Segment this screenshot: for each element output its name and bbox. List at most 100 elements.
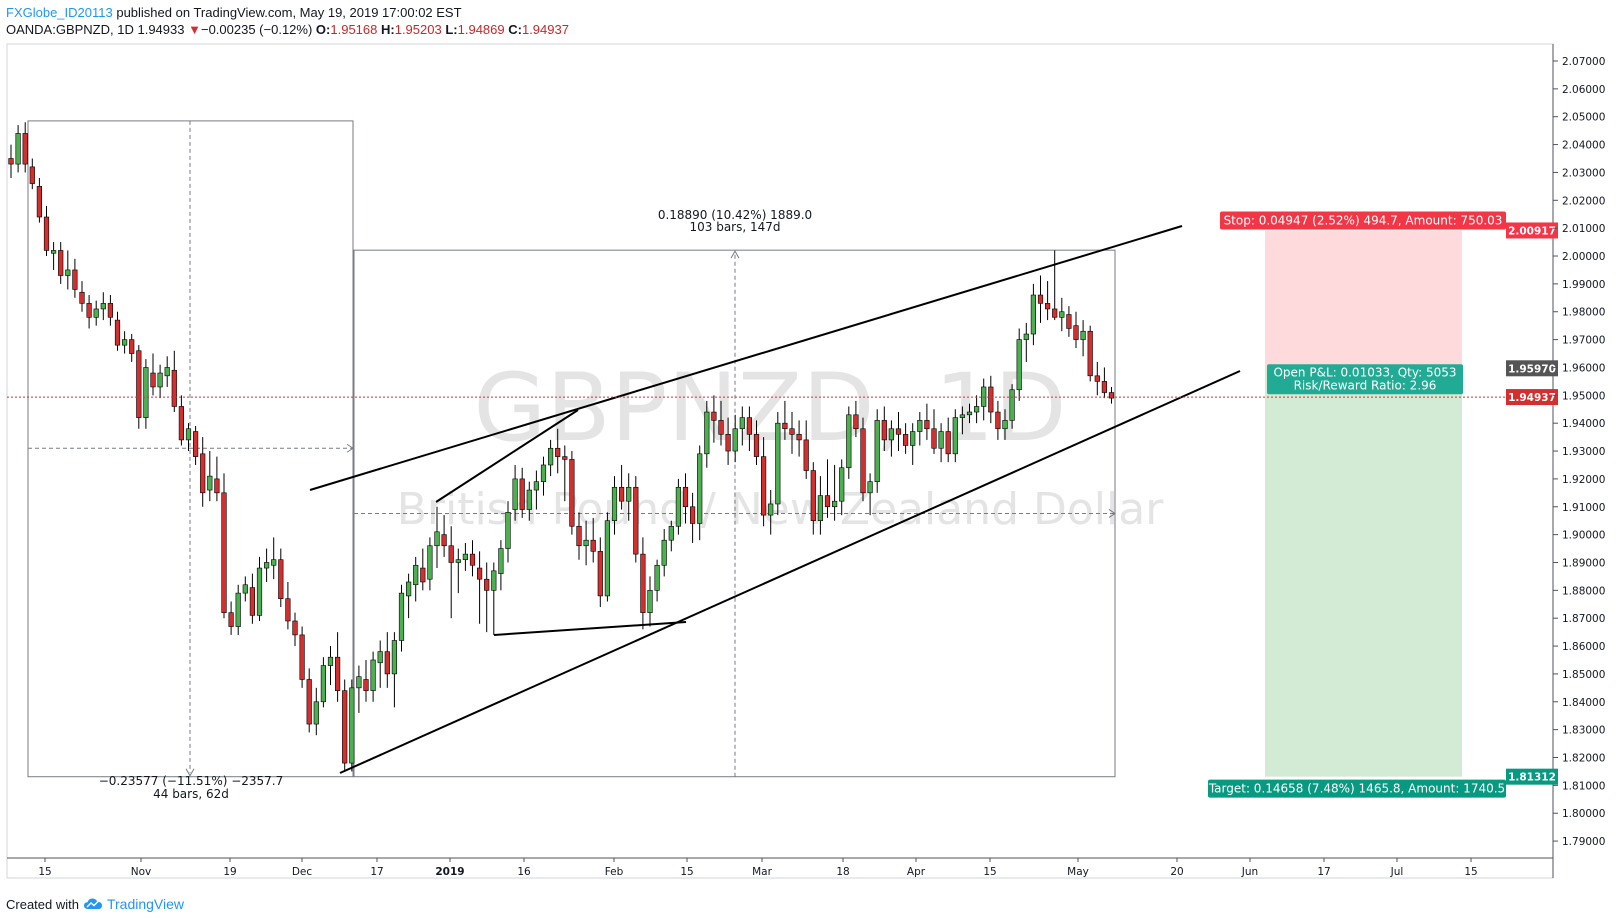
candle-body — [796, 434, 802, 441]
candle-body — [839, 467, 845, 502]
candle-body — [207, 475, 213, 491]
candle-body — [420, 567, 426, 583]
price-tick-label: 1.98000 — [1562, 307, 1605, 319]
author-link[interactable]: FXGlobe_ID20113 — [6, 5, 113, 20]
time-tick-label: Jul — [1390, 866, 1404, 878]
stop-zone[interactable] — [1265, 230, 1462, 369]
pnl-label-box[interactable] — [1267, 364, 1463, 395]
price-badge-label: 1.94937 — [1508, 392, 1556, 404]
position-zones — [1265, 230, 1462, 777]
candle-body — [448, 545, 454, 563]
candle-body — [753, 434, 760, 457]
candle-body — [256, 567, 263, 616]
candle-body — [441, 534, 447, 547]
candle-body — [988, 386, 994, 413]
candle-body — [675, 486, 681, 527]
arrow-right-icon — [1108, 509, 1116, 518]
channel-upper-line[interactable] — [309, 225, 1183, 491]
candle-body — [221, 492, 227, 613]
price-tick-label: 2.06000 — [1562, 84, 1605, 96]
drawing-tools[interactable]: −0.23577 (−11.51%) −2357.744 bars, 62d 0.… — [27, 120, 1241, 801]
stop-label-box[interactable] — [1220, 211, 1506, 230]
candle-body — [689, 506, 696, 524]
time-tick-label: May — [1067, 866, 1089, 878]
candle-body — [370, 659, 376, 691]
candle-body — [171, 369, 177, 407]
time-tick-label: 17 — [370, 866, 383, 878]
published-text: published on TradingView.com, May 19, 20… — [116, 5, 462, 20]
time-tick-label: Apr — [907, 866, 926, 878]
price-change: −0.00235 (−0.12%) — [200, 22, 313, 37]
candle-body — [555, 447, 561, 457]
candle-body — [242, 584, 248, 594]
candle-body — [327, 656, 334, 666]
price-axis[interactable]: 2.07000 2.06000 2.05000 2.04000 2.03000 2.020… — [1553, 56, 1605, 848]
target-zone[interactable] — [1265, 368, 1462, 777]
candle-body — [732, 428, 738, 452]
candle-body — [476, 567, 483, 580]
time-tick-label: 2019 — [435, 866, 464, 878]
candle-body — [263, 562, 270, 569]
candle-body — [505, 512, 511, 549]
candle-body — [278, 559, 284, 599]
price-tick-label: 2.03000 — [1562, 167, 1605, 179]
time-tick-label: Mar — [752, 866, 772, 878]
wedge-lower-line[interactable] — [493, 621, 687, 636]
candle-body — [100, 303, 106, 310]
candle-body — [8, 158, 14, 165]
candle-body — [29, 166, 35, 184]
price-tick-label: 2.07000 — [1562, 56, 1605, 68]
price-tick-label: 1.84000 — [1562, 697, 1605, 709]
candle-body — [1037, 294, 1044, 304]
candle-body — [292, 620, 298, 636]
tradingview-brand[interactable]: TradingView — [106, 896, 185, 912]
candle-body — [824, 495, 831, 508]
price-tick-label: 1.81000 — [1562, 780, 1605, 792]
price-badge-label: 2.00917 — [1508, 225, 1556, 237]
candle-body — [789, 428, 795, 435]
candle-body — [760, 456, 767, 516]
candle-body — [214, 478, 220, 494]
candle-body — [881, 420, 887, 441]
candle-body — [228, 612, 234, 627]
candle-body — [72, 269, 78, 290]
candle-body — [65, 269, 71, 276]
target-label-box[interactable] — [1208, 779, 1506, 798]
watermark-symbol: GBPNZD, 1D — [473, 354, 1066, 463]
channel-lower-line[interactable] — [339, 370, 1241, 774]
price-badge-label: 1.81312 — [1508, 772, 1556, 784]
low-value: 1.94869 — [457, 22, 505, 37]
candle-body — [36, 186, 42, 218]
price-tick-label: 1.90000 — [1562, 530, 1605, 542]
candle-body — [697, 453, 703, 524]
candle-body — [249, 587, 256, 616]
candle-body — [50, 250, 57, 254]
price-tick-label: 1.87000 — [1562, 613, 1605, 625]
price-tick-label: 1.91000 — [1562, 502, 1605, 514]
candle-body — [150, 372, 156, 388]
wedge-upper-line[interactable] — [435, 409, 579, 503]
price-tick-label: 1.79000 — [1562, 836, 1605, 848]
candle-body — [413, 564, 419, 586]
candle-body — [952, 417, 958, 455]
candle-body — [22, 133, 28, 165]
candle-body — [434, 531, 440, 547]
candle-body — [377, 651, 383, 664]
candle-body — [129, 339, 135, 354]
candle-body — [540, 464, 547, 482]
high-label: H: — [381, 22, 395, 37]
time-tick-label: Jun — [1241, 866, 1258, 878]
price-badge-stop — [1506, 222, 1558, 239]
candle-body — [1059, 311, 1065, 318]
candle-body — [136, 350, 142, 418]
candle-body — [391, 640, 398, 675]
candle-body — [668, 525, 674, 541]
candle-body — [235, 592, 241, 627]
price-tick-label: 1.96000 — [1562, 362, 1605, 374]
symbol-label[interactable]: OANDA:GBPNZD, 1D — [6, 22, 134, 37]
candle-body — [590, 539, 596, 552]
candle-body — [746, 417, 752, 435]
candle-body — [640, 553, 646, 613]
time-axis[interactable]: 15 Nov 19 Dec 17 2019 16 Feb 15 Mar 18 Apr 15 May 20 Ju… — [38, 858, 1478, 878]
